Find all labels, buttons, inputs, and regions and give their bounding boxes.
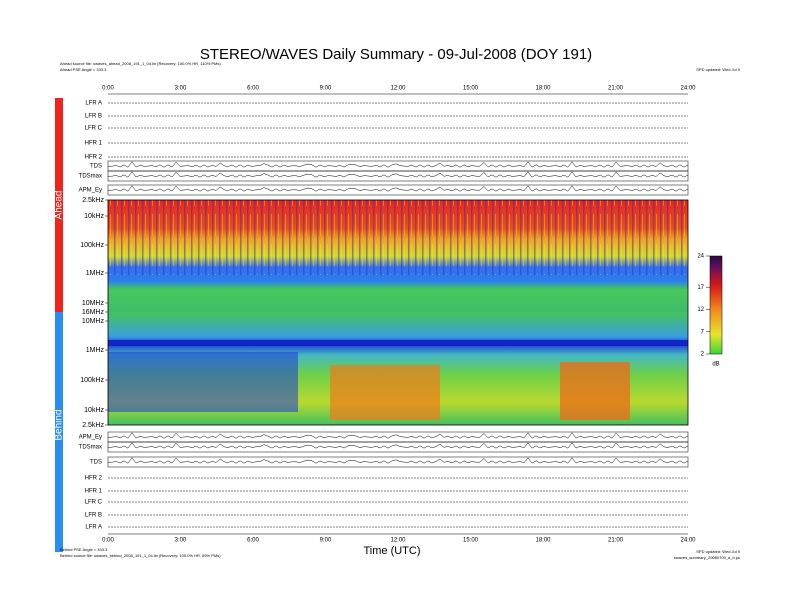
time-tick-bottom: 21:00 [608, 538, 624, 544]
freq-label: 2.5kHz [82, 422, 104, 429]
freq-label: 10kHz [84, 213, 104, 220]
title: STEREO/WAVES Daily Summary - 09-Jul-2008… [200, 46, 592, 63]
panel-label: TDS [90, 164, 102, 170]
freq-label: 10kHz [84, 407, 104, 414]
time-tick-bottom: 0:00 [102, 538, 114, 544]
time-tick-top: 12:00 [390, 86, 406, 92]
panel-frame [107, 441, 689, 453]
colorbar [709, 255, 723, 355]
time-tick-top: 3:00 [175, 86, 187, 92]
side-label: Ahead [54, 191, 65, 220]
ahead-bar [55, 98, 63, 312]
time-tick-top: 9:00 [320, 86, 332, 92]
colorbar-label: 12 [697, 307, 704, 313]
footer-right2: swaves_summary_20080709_a_b.ps [674, 555, 740, 560]
time-tick-bottom: 15:00 [463, 538, 479, 544]
panel-label: LFR C [85, 126, 103, 132]
side-label: Behind [54, 409, 65, 440]
freq-label: 100kHz [80, 377, 104, 384]
ahead-angle: Ahead PSE Angle = 333.3 [60, 67, 107, 72]
panel-trace [108, 442, 689, 449]
time-tick-bottom: 18:00 [535, 538, 551, 544]
colorbar-label: 24 [697, 254, 704, 260]
panel-label: HFR 1 [85, 141, 103, 147]
panel-label: TDSmax [79, 174, 102, 180]
panel-trace [108, 457, 689, 464]
ahead-source: Ahead source file: swaves_ahead_2008_191… [60, 61, 221, 66]
panel-trace [108, 432, 689, 439]
colorbar-label: 7 [701, 329, 705, 335]
panel-frame [107, 160, 689, 172]
panel-frame [107, 431, 689, 443]
panel-label: TDSmax [79, 445, 102, 451]
freq-label: 16MHz [82, 309, 105, 316]
freq-label: 100kHz [80, 242, 104, 249]
x-label: Time (UTC) [363, 545, 420, 557]
time-tick-bottom: 9:00 [320, 538, 332, 544]
spectrogram [107, 199, 689, 426]
freq-label: 2.5kHz [82, 197, 104, 204]
freq-label: 10MHz [82, 318, 105, 325]
panel-label: HFR 1 [85, 489, 103, 495]
panel-label: LFR A [85, 525, 102, 531]
time-tick-bottom: 3:00 [175, 538, 187, 544]
behind-angle: Behind PSE Angle = 333.3 [60, 547, 108, 552]
time-tick-top: 24:00 [680, 86, 696, 92]
behind-source: Behind source file: swaves_behind_2008_1… [60, 553, 221, 558]
colorbar-unit: dB [712, 362, 719, 368]
panel-label: LFR B [85, 513, 102, 519]
panel-label: LFR A [85, 101, 102, 107]
panel-label: APM_Ey [79, 435, 102, 441]
panel-trace [108, 171, 689, 178]
panel-label: TDS [90, 460, 102, 466]
time-tick-bottom: 24:00 [680, 538, 696, 544]
colorbar-label: 2 [701, 352, 705, 358]
panel-frame [107, 170, 689, 182]
panel-frame [107, 456, 689, 468]
panel-frame [107, 184, 689, 196]
panel-trace [108, 185, 689, 192]
freq-label: 1MHz [86, 270, 105, 277]
time-tick-top: 15:00 [463, 86, 479, 92]
panel-label: HFR 2 [85, 476, 103, 482]
colorbar-label: 17 [697, 285, 704, 291]
panel-label: HFR 2 [85, 155, 103, 161]
freq-label: 10MHz [82, 300, 105, 307]
panel-trace [108, 161, 689, 168]
freq-label: 1MHz [86, 347, 105, 354]
time-tick-top: 0:00 [102, 86, 114, 92]
footer-right: SPD updated: Wed Jul 9 [696, 549, 741, 554]
time-tick-top: 6:00 [247, 86, 259, 92]
time-tick-bottom: 6:00 [247, 538, 259, 544]
time-tick-bottom: 12:00 [390, 538, 406, 544]
time-tick-top: 21:00 [608, 86, 624, 92]
panel-label: LFR C [85, 500, 103, 506]
behind-bar [55, 312, 63, 552]
time-tick-top: 18:00 [535, 86, 551, 92]
header-right: SPD updated: Wed Jul 9 [696, 67, 741, 72]
panel-label: LFR B [85, 114, 102, 120]
panel-label: APM_Ey [79, 188, 102, 194]
